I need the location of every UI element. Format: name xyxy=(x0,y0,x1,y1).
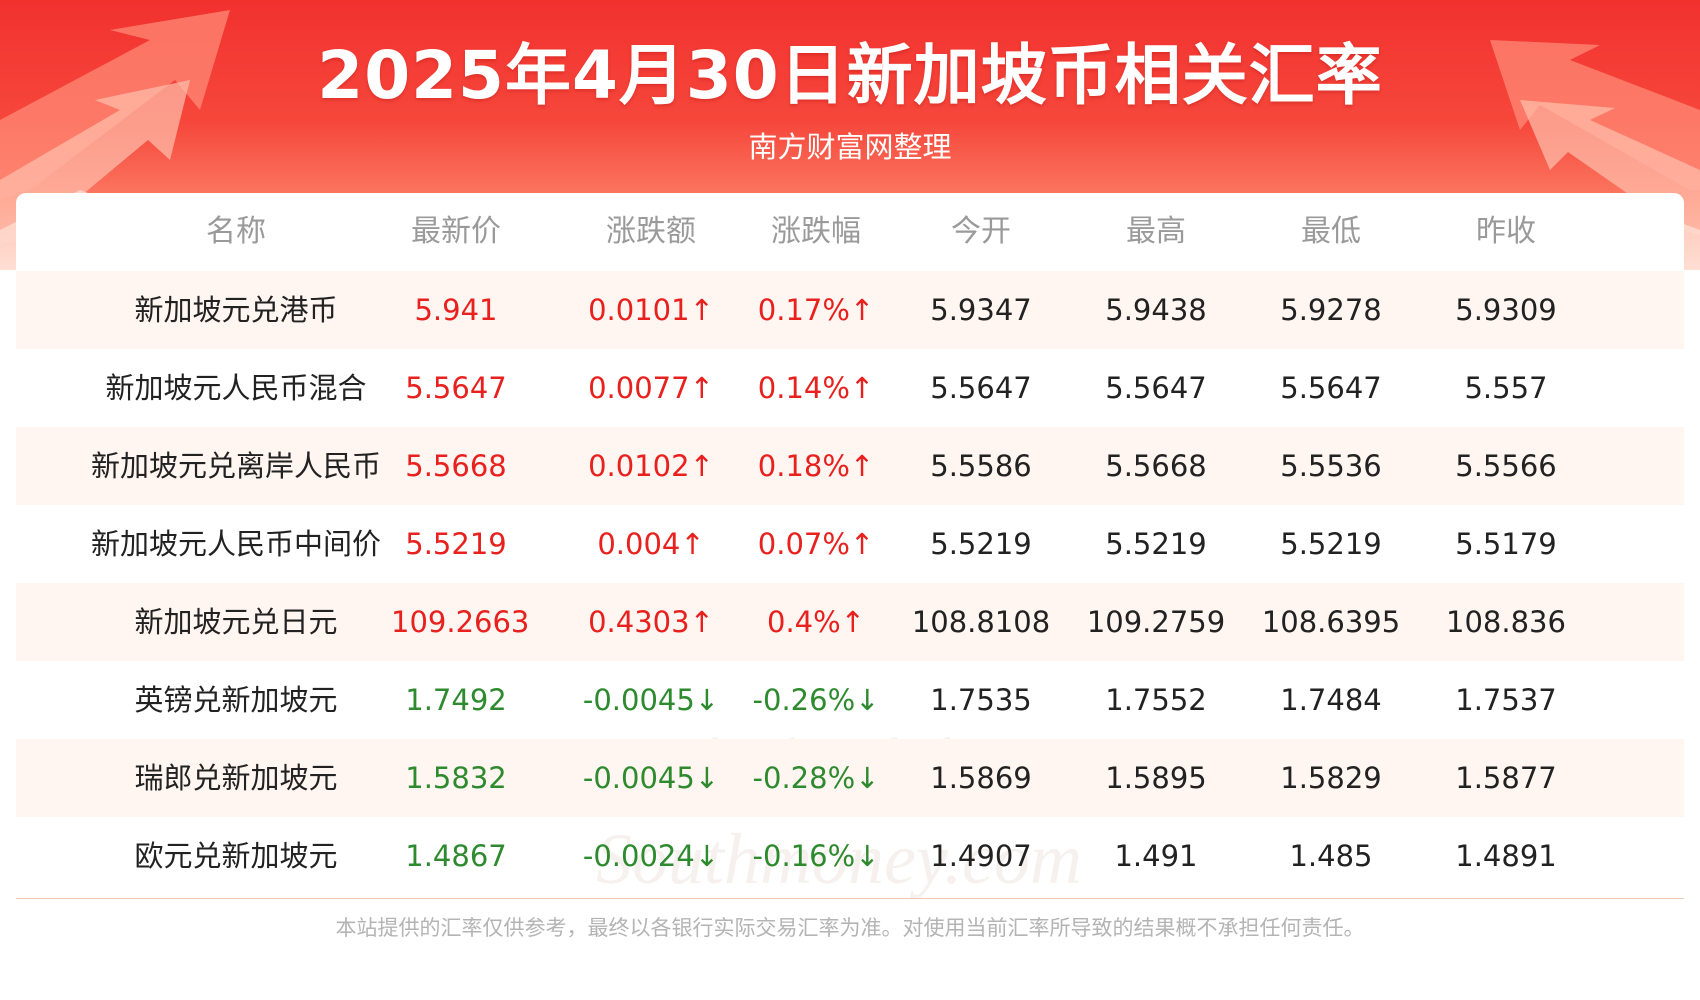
high-price: 1.491 xyxy=(1114,839,1198,873)
open-price: 5.9347 xyxy=(930,293,1032,327)
rate-name: 英镑兑新加坡元 xyxy=(134,683,338,717)
high-price: 109.2759 xyxy=(1086,605,1226,639)
latest-price: 1.5832 xyxy=(405,761,507,795)
latest-price: 109.2663 xyxy=(391,605,530,639)
low-price: 1.7484 xyxy=(1280,683,1382,717)
high-price: 5.9438 xyxy=(1105,293,1207,327)
open-price: 1.7535 xyxy=(930,683,1032,717)
rate-name: 瑞郎兑新加坡元 xyxy=(134,761,338,795)
prev-close: 108.836 xyxy=(1446,605,1566,639)
prev-close: 5.557 xyxy=(1464,371,1548,405)
open-price: 5.5647 xyxy=(930,371,1032,405)
high-price: 5.5219 xyxy=(1105,527,1207,561)
prev-close: 5.5566 xyxy=(1455,449,1557,483)
change-percent: -0.28%↓ xyxy=(752,761,880,795)
change-percent: 0.07%↑ xyxy=(757,527,875,561)
prev-close: 1.5877 xyxy=(1455,761,1557,795)
change-amount: -0.0045↓ xyxy=(582,683,720,717)
table-row: 欧元兑新加坡元 1.4867 -0.0024↓ -0.16%↓ 1.4907 1… xyxy=(16,817,1684,895)
prev-close: 5.9309 xyxy=(1455,293,1557,327)
change-amount: 0.004↑ xyxy=(597,527,705,561)
high-price: 1.5895 xyxy=(1105,761,1207,795)
change-amount: 0.0102↑ xyxy=(588,449,714,483)
table-row: 新加坡元兑离岸人民币 5.5668 0.0102↑ 0.18%↑ 5.5586 … xyxy=(16,427,1684,505)
latest-price: 5.5668 xyxy=(405,449,507,483)
open-price: 5.5219 xyxy=(930,527,1032,561)
low-price: 5.5647 xyxy=(1280,371,1382,405)
change-percent: -0.16%↓ xyxy=(752,839,880,873)
disclaimer-text: 本站提供的汇率仅供参考，最终以各银行实际交易汇率为准。对使用当前汇率所导致的结果… xyxy=(335,916,1365,940)
rate-table: 南方财富网 Southmoney.com 名称 最新价 涨跌额 涨跌幅 今开 最… xyxy=(16,193,1684,899)
open-price: 5.5586 xyxy=(930,449,1032,483)
low-price: 5.5219 xyxy=(1280,527,1382,561)
col-header-low: 最低 xyxy=(1301,214,1361,249)
latest-price: 1.4867 xyxy=(405,839,507,873)
high-price: 1.7552 xyxy=(1105,683,1207,717)
low-price: 5.9278 xyxy=(1280,293,1382,327)
low-price: 1.5829 xyxy=(1280,761,1382,795)
page-subtitle: 南方财富网整理 xyxy=(748,130,952,164)
table-row: 瑞郎兑新加坡元 1.5832 -0.0045↓ -0.28%↓ 1.5869 1… xyxy=(16,739,1684,817)
table-row: 新加坡元兑日元 109.2663 0.4303↑ 0.4%↑ 108.8108 … xyxy=(16,583,1684,661)
latest-price: 1.7492 xyxy=(405,683,507,717)
change-percent: -0.26%↓ xyxy=(752,683,880,717)
low-price: 108.6395 xyxy=(1261,605,1401,639)
rate-name: 新加坡元兑日元 xyxy=(134,605,338,639)
rate-name: 新加坡元人民币中间价 xyxy=(90,527,381,561)
prev-close: 5.5179 xyxy=(1455,527,1557,561)
open-price: 108.8108 xyxy=(911,605,1051,639)
change-amount: 0.0101↑ xyxy=(588,293,714,327)
col-header-prev: 昨收 xyxy=(1476,214,1536,249)
latest-price: 5.5647 xyxy=(405,371,507,405)
low-price: 5.5536 xyxy=(1280,449,1382,483)
change-percent: 0.18%↑ xyxy=(757,449,875,483)
change-amount: -0.0024↓ xyxy=(582,839,720,873)
col-header-latest: 最新价 xyxy=(411,214,501,249)
prev-close: 1.7537 xyxy=(1455,683,1557,717)
latest-price: 5.5219 xyxy=(405,527,507,561)
table-row: 新加坡元兑港币 5.941 0.0101↑ 0.17%↑ 5.9347 5.94… xyxy=(16,271,1684,349)
change-percent: 0.14%↑ xyxy=(757,371,875,405)
col-header-high: 最高 xyxy=(1126,214,1186,249)
rate-name: 新加坡元兑离岸人民币 xyxy=(90,449,381,483)
change-percent: 0.17%↑ xyxy=(757,293,875,327)
open-price: 1.4907 xyxy=(930,839,1032,873)
rate-name: 欧元兑新加坡元 xyxy=(134,839,338,873)
col-header-pct: 涨跌幅 xyxy=(771,214,861,249)
rate-name: 新加坡元人民币混合 xyxy=(105,371,367,405)
high-price: 5.5668 xyxy=(1105,449,1207,483)
latest-price: 5.941 xyxy=(414,293,498,327)
table-row: 新加坡元人民币中间价 5.5219 0.004↑ 0.07%↑ 5.5219 5… xyxy=(16,505,1684,583)
change-percent: 0.4%↑ xyxy=(767,605,865,639)
change-amount: 0.0077↑ xyxy=(588,371,714,405)
page-title: 2025年4月30日新加坡币相关汇率 xyxy=(317,37,1383,114)
change-amount: -0.0045↓ xyxy=(582,761,720,795)
open-price: 1.5869 xyxy=(930,761,1032,795)
col-header-open: 今开 xyxy=(951,214,1011,249)
col-header-name: 名称 xyxy=(206,214,266,249)
prev-close: 1.4891 xyxy=(1455,839,1557,873)
table-row: 新加坡元人民币混合 5.5647 0.0077↑ 0.14%↑ 5.5647 5… xyxy=(16,349,1684,427)
low-price: 1.485 xyxy=(1289,839,1373,873)
high-price: 5.5647 xyxy=(1105,371,1207,405)
table-row: 英镑兑新加坡元 1.7492 -0.0045↓ -0.26%↓ 1.7535 1… xyxy=(16,661,1684,739)
table-header-row: 名称 最新价 涨跌额 涨跌幅 今开 最高 最低 昨收 xyxy=(16,193,1684,271)
rate-name: 新加坡元兑港币 xyxy=(134,293,338,327)
col-header-change: 涨跌额 xyxy=(606,214,696,249)
change-amount: 0.4303↑ xyxy=(588,605,714,639)
